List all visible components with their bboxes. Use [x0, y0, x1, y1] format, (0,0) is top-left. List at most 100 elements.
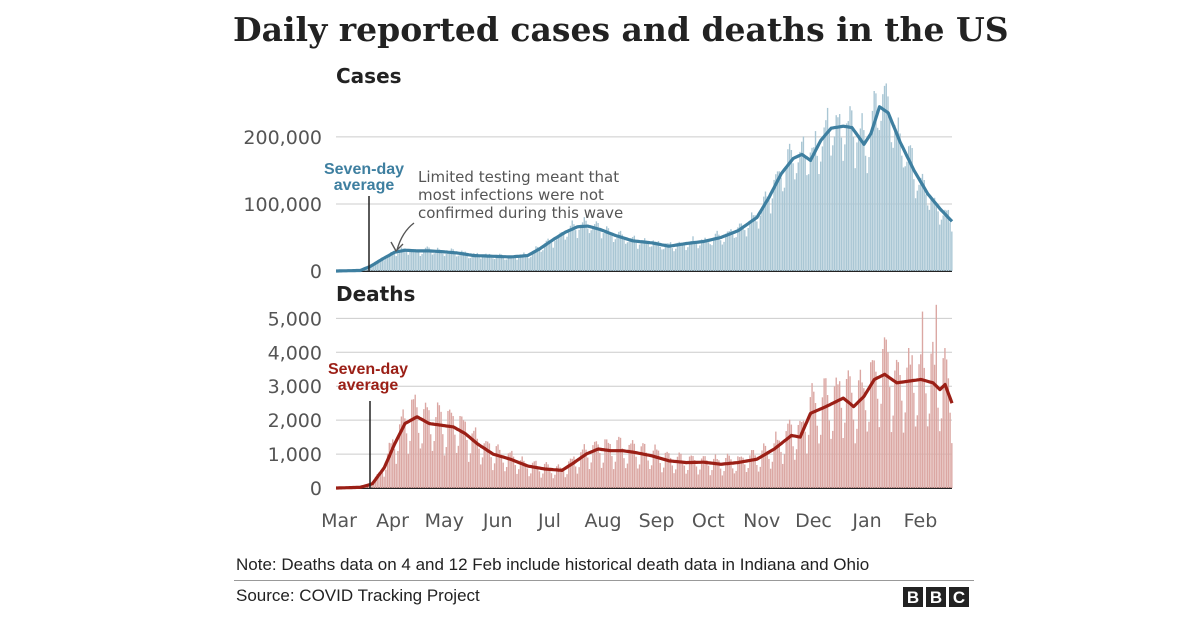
cases-daily-bar	[700, 239, 703, 271]
deaths-daily-bar	[752, 450, 755, 488]
deaths-daily-bar	[588, 469, 591, 488]
deaths-daily-bar	[882, 349, 884, 488]
deaths-daily-bar	[804, 431, 806, 488]
cases-daily-bar	[645, 240, 648, 271]
deaths-daily-bar	[878, 427, 881, 488]
cases-daily-bar	[775, 174, 777, 271]
cases-daily-bar	[797, 162, 799, 271]
cases-daily-bar	[637, 248, 639, 271]
deaths-daily-bar	[528, 476, 530, 488]
cases-daily-bar	[942, 215, 944, 271]
cases-daily-bar	[742, 226, 744, 271]
annotation-arrow	[396, 222, 415, 251]
deaths-daily-bar	[552, 478, 554, 488]
cases-daily-bar	[656, 241, 658, 271]
cases-daily-bar	[537, 246, 539, 271]
cases-daily-bar	[638, 244, 641, 271]
cases-daily-bar	[511, 256, 513, 271]
cases-daily-bar	[431, 254, 434, 271]
deaths-daily-bar	[616, 440, 618, 488]
deaths-daily-bar	[607, 442, 610, 488]
cases-daily-bar	[868, 157, 870, 271]
cases-daily-bar	[811, 147, 813, 271]
cases-daily-bar	[661, 249, 663, 271]
deaths-daily-bar	[876, 398, 879, 488]
deaths-daily-bar	[395, 463, 397, 488]
cases-daily-bar	[735, 237, 737, 271]
cases-daily-bar	[428, 247, 430, 271]
cases-daily-bar	[918, 184, 920, 271]
deaths-daily-bar	[507, 453, 510, 488]
cases-daily-bar	[913, 179, 915, 271]
deaths-daily-bar	[821, 397, 824, 488]
deaths-daily-bar	[447, 410, 449, 488]
cases-daily-bar	[725, 233, 727, 271]
deaths-daily-bar	[595, 441, 598, 488]
cases-daily-bar	[756, 221, 758, 271]
deaths-daily-bar	[835, 377, 837, 488]
cases-daily-bar	[911, 148, 913, 271]
cases-daily-bar	[683, 245, 686, 271]
deaths-daily-bar	[875, 371, 877, 488]
cases-daily-bar	[587, 228, 589, 271]
deaths-daily-bar	[483, 443, 485, 488]
cases-daily-bar	[411, 250, 413, 271]
deaths-daily-bar	[833, 386, 836, 488]
cases-daily-bar	[851, 110, 853, 271]
cases-daily-bar	[528, 258, 530, 271]
footer-divider	[234, 580, 974, 581]
cases-daily-bar	[778, 171, 780, 271]
deaths-daily-bar	[750, 450, 753, 488]
cases-daily-bar	[901, 155, 903, 271]
cases-daily-bar	[457, 255, 460, 271]
cases-daily-bar	[832, 145, 834, 271]
deaths-daily-bar	[473, 430, 475, 488]
cases-daily-bar	[405, 251, 408, 271]
deaths-daily-bar	[906, 367, 908, 488]
deaths-daily-bar	[390, 443, 392, 488]
deaths-daily-bar	[820, 434, 822, 488]
cases-daily-bar	[374, 262, 377, 271]
cases-daily-bar	[769, 213, 772, 271]
x-tick-label: Jan	[851, 510, 881, 532]
deaths-daily-bar	[704, 456, 706, 488]
x-tick-label: May	[425, 510, 464, 532]
deaths-daily-bar	[942, 358, 944, 488]
cases-daily-bar	[866, 173, 868, 271]
cases-daily-bar	[666, 243, 668, 271]
cases-daily-bar	[604, 230, 606, 271]
cases-daily-bar	[804, 157, 806, 271]
deaths-daily-bar	[373, 483, 375, 488]
cases-daily-bar	[452, 249, 454, 271]
cases-daily-bar	[462, 251, 465, 271]
deaths-daily-bar	[523, 460, 525, 488]
deaths-daily-bar	[866, 431, 868, 488]
cases-daily-bar	[545, 240, 548, 271]
cases-daily-bar	[889, 114, 891, 271]
annotation-arrowhead	[390, 241, 404, 253]
cases-daily-bar	[635, 241, 637, 271]
cases-daily-bar	[619, 230, 622, 271]
deaths-daily-bar	[792, 446, 794, 488]
deaths-daily-bar	[602, 462, 604, 488]
cases-daily-bar	[845, 123, 848, 271]
cases-daily-bar	[820, 161, 822, 271]
deaths-daily-bar	[585, 449, 587, 488]
cases-daily-bar	[606, 226, 608, 271]
cases-daily-bar	[568, 230, 570, 271]
deaths-daily-bar	[923, 367, 925, 488]
cases-daily-bar	[407, 254, 409, 271]
cases-daily-bar	[414, 249, 416, 271]
cases-daily-bar	[664, 243, 667, 271]
deaths-daily-bar	[533, 461, 535, 488]
deaths-daily-bar	[713, 458, 715, 488]
cases-daily-bar	[847, 121, 849, 271]
deaths-daily-bar	[431, 450, 434, 488]
deaths-daily-bar	[392, 439, 394, 488]
deaths-daily-bar	[407, 453, 409, 488]
deaths-daily-bar	[719, 468, 722, 488]
cases-daily-bar	[371, 266, 373, 271]
cases-daily-bar	[450, 248, 453, 271]
cases-y-tick-labels: 0 100,000 200,000	[243, 127, 322, 283]
cases-daily-bar	[398, 250, 401, 271]
